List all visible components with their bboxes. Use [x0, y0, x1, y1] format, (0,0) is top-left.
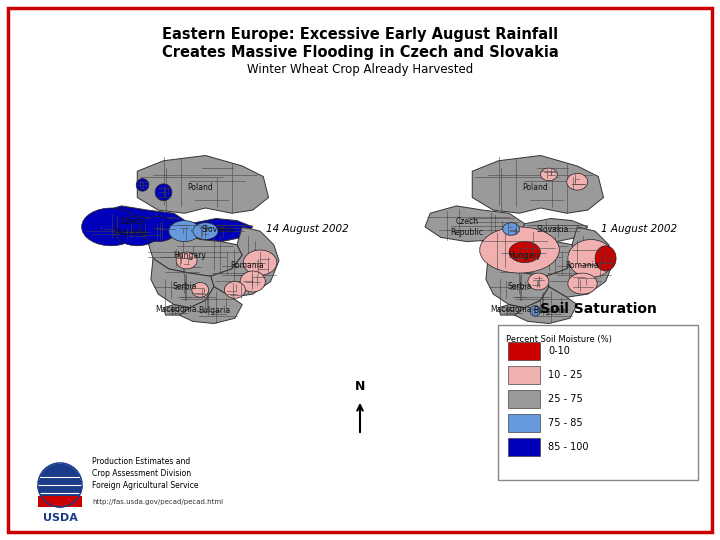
Text: 10 - 25: 10 - 25 [548, 370, 582, 380]
Polygon shape [243, 250, 277, 275]
Polygon shape [90, 206, 190, 241]
Polygon shape [138, 156, 269, 213]
Text: Slovakia: Slovakia [537, 225, 570, 233]
Text: 85 - 100: 85 - 100 [548, 442, 588, 452]
Polygon shape [541, 168, 557, 181]
Polygon shape [192, 282, 209, 297]
Text: Eastern Europe: Excessive Early August Rainfall: Eastern Europe: Excessive Early August R… [162, 28, 558, 43]
Bar [498, 325, 698, 480]
Text: Romania: Romania [230, 261, 264, 270]
Polygon shape [184, 219, 253, 241]
Text: N: N [355, 380, 365, 393]
Text: Poland: Poland [187, 183, 213, 192]
Polygon shape [114, 217, 161, 246]
Text: Foreign Agricultural Service: Foreign Agricultural Service [92, 482, 199, 490]
Text: Hungary: Hungary [508, 251, 541, 260]
Polygon shape [240, 271, 266, 292]
Text: Crop Assessment Division: Crop Assessment Division [92, 469, 191, 478]
Text: 1 August 2002: 1 August 2002 [601, 224, 678, 234]
Polygon shape [498, 305, 525, 315]
Polygon shape [480, 227, 559, 273]
Text: Macedonia: Macedonia [156, 305, 197, 314]
Polygon shape [509, 241, 541, 262]
Text: Production Estimates and: Production Estimates and [92, 457, 190, 467]
Polygon shape [567, 173, 588, 190]
Polygon shape [225, 281, 246, 298]
Polygon shape [179, 287, 242, 323]
Text: 0-10: 0-10 [548, 346, 570, 356]
Circle shape [38, 463, 82, 507]
Bar [508, 366, 540, 384]
Polygon shape [163, 305, 190, 315]
Text: 75 - 85: 75 - 85 [548, 418, 582, 428]
Polygon shape [514, 287, 577, 323]
Text: Macedonia: Macedonia [490, 305, 532, 314]
Bar [508, 390, 540, 408]
Text: Czech
Republic: Czech Republic [451, 217, 483, 237]
Polygon shape [568, 273, 597, 294]
Bar [508, 342, 540, 360]
Polygon shape [136, 179, 149, 191]
Polygon shape [482, 234, 577, 276]
Text: Bulgaria: Bulgaria [198, 306, 230, 315]
Polygon shape [82, 208, 140, 246]
Polygon shape [520, 219, 588, 241]
Polygon shape [528, 273, 549, 290]
Polygon shape [176, 252, 197, 269]
Polygon shape [546, 227, 614, 297]
Text: USDA: USDA [42, 513, 78, 523]
Bar [508, 438, 540, 456]
Polygon shape [211, 227, 279, 297]
Polygon shape [530, 306, 541, 316]
Text: Romania: Romania [566, 261, 599, 270]
Polygon shape [151, 259, 214, 308]
Polygon shape [595, 246, 616, 271]
Bar [508, 414, 540, 432]
Bar [38, 496, 82, 507]
Polygon shape [568, 240, 614, 277]
Polygon shape [472, 156, 603, 213]
Text: 25 - 75: 25 - 75 [548, 394, 582, 404]
Text: Hungary: Hungary [174, 251, 206, 260]
Polygon shape [503, 222, 520, 235]
Text: Serbia: Serbia [508, 282, 532, 291]
Polygon shape [155, 184, 172, 201]
Text: Soil Saturation: Soil Saturation [539, 302, 657, 316]
Text: Slovakia: Slovakia [202, 225, 234, 233]
Text: Winter Wheat Crop Already Harvested: Winter Wheat Crop Already Harvested [247, 64, 473, 77]
Polygon shape [193, 222, 218, 239]
Polygon shape [486, 259, 549, 308]
Text: 14 August 2002: 14 August 2002 [266, 224, 349, 234]
Text: Czech
Republic: Czech Republic [116, 217, 148, 237]
Text: Poland: Poland [523, 183, 548, 192]
Text: Percent Soil Moisture (%): Percent Soil Moisture (%) [506, 335, 612, 344]
Polygon shape [168, 221, 200, 241]
Polygon shape [425, 206, 525, 241]
Text: Serbia: Serbia [172, 282, 197, 291]
Polygon shape [148, 234, 242, 276]
Text: Bulgaria: Bulgaria [533, 306, 565, 315]
Text: http://fas.usda.gov/pecad/pecad.html: http://fas.usda.gov/pecad/pecad.html [92, 499, 223, 505]
Polygon shape [140, 217, 177, 241]
Text: Creates Massive Flooding in Czech and Slovakia: Creates Massive Flooding in Czech and Sl… [161, 44, 559, 59]
